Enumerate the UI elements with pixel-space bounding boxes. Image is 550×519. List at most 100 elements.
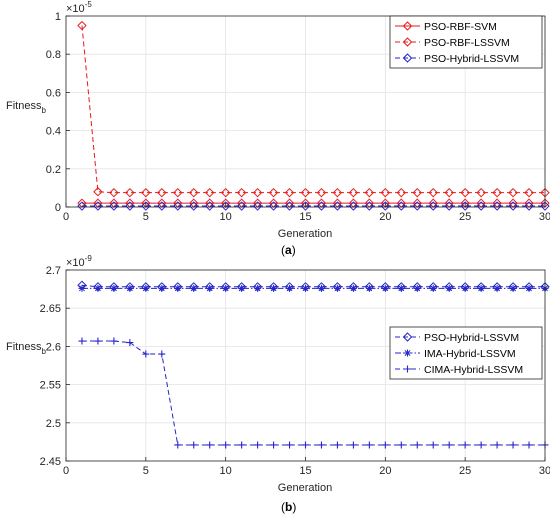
data-point (460, 201, 470, 211)
data-point (412, 201, 422, 211)
data-point (157, 201, 167, 211)
panel-a: 0 5 10 15 20 25 30 0 0.2 0.4 0.6 0.8 1 ×10-5 Fitness… (6, 0, 550, 257)
data-point (93, 201, 103, 211)
data-point (77, 20, 87, 31)
data-point (381, 284, 389, 292)
x-axis-label: Generation (278, 228, 332, 240)
y-tick-label: 2.45 (40, 456, 61, 468)
data-point (461, 284, 469, 292)
legend: PSO-Hybrid-LSSVM IMA-Hybrid-LSSVM CIMA-Hyb… (389, 326, 543, 380)
data-point (220, 187, 231, 198)
legend-marker (402, 37, 413, 47)
legend-item: PSO-RBF-SVM (395, 21, 497, 33)
panel-label: (a) (281, 243, 296, 257)
x-tick-label: 15 (299, 465, 311, 477)
data-point (461, 441, 469, 449)
data-point (525, 284, 533, 292)
data-point (141, 201, 151, 211)
data-point (317, 441, 325, 449)
series-ima-hybrid-lssvm (78, 284, 549, 292)
legend-item: PSO-RBF-LSSVM (395, 37, 510, 49)
data-point (365, 284, 373, 292)
x-tick-label: 25 (459, 211, 471, 223)
x-axis-label: Generation (278, 482, 332, 494)
x-tick-label: 25 (459, 465, 471, 477)
data-point (332, 201, 343, 211)
data-point (206, 441, 214, 449)
data-point (174, 284, 182, 292)
y-axis-label: Fitnessb (6, 341, 46, 356)
series-line (81, 284, 545, 288)
data-point (189, 201, 199, 211)
data-point (493, 284, 501, 292)
data-point (222, 441, 230, 449)
data-point (396, 201, 407, 211)
data-point (380, 187, 391, 198)
tick-labels: 0 5 10 15 20 25 30 2.45 2.5 2.55 2.6 2.65 2.7 (40, 265, 550, 477)
legend-label: CIMA-Hybrid-LSSVM (424, 364, 523, 376)
data-point (286, 284, 294, 292)
data-point (93, 187, 103, 197)
data-point (397, 441, 405, 449)
data-point (268, 187, 279, 198)
data-point (348, 201, 359, 211)
data-point (109, 187, 119, 198)
data-point (302, 441, 309, 449)
data-point (78, 337, 86, 345)
y-tick-label: 0.4 (46, 126, 61, 138)
legend-item: PSO-Hybrid-LSSVM (395, 53, 519, 65)
y-tick-label: 2.55 (40, 380, 61, 392)
data-point (190, 284, 198, 292)
data-point (492, 187, 502, 198)
data-point (238, 284, 246, 292)
data-point (220, 201, 231, 211)
data-point (238, 441, 246, 449)
panel-b: 0 5 10 15 20 25 302.452.52.552.62.652.7 ×10-9 … (6, 254, 550, 514)
data-point (316, 187, 327, 198)
data-point (300, 201, 311, 211)
data-point (268, 201, 279, 211)
data-point (477, 284, 485, 292)
data-point (252, 187, 263, 198)
data-point (397, 284, 405, 292)
y-tick-label: 1 (55, 11, 61, 23)
x-tick-label: 10 (220, 211, 232, 223)
data-point (142, 350, 150, 358)
data-point (125, 187, 135, 198)
y-tick-label: 0.2 (46, 164, 61, 176)
legend-marker (402, 21, 413, 31)
data-point (94, 337, 102, 345)
data-point (364, 187, 375, 198)
series-pso-hybrid-lssvm (77, 201, 550, 211)
data-point (492, 201, 502, 211)
data-point (508, 201, 518, 211)
series-line (81, 25, 545, 194)
data-point (509, 441, 517, 449)
x-tick-label: 10 (220, 465, 232, 477)
data-point (381, 441, 389, 449)
tick-labels: 0 5 10 15 20 25 30 0 0.2 0.4 0.6 0.8 1 (46, 11, 550, 223)
y-axis-label: Fitnessb (6, 100, 46, 115)
x-tick-label: 20 (379, 211, 391, 223)
series-group (77, 280, 550, 449)
data-point (412, 187, 422, 198)
x-tick-label: 30 (539, 211, 550, 223)
data-point (109, 201, 119, 211)
data-point (284, 187, 295, 198)
data-point (477, 441, 485, 449)
data-point (270, 441, 278, 449)
y-tick-label: 2.6 (46, 341, 61, 353)
data-point (126, 339, 134, 347)
y-tick-label: 0.8 (46, 49, 61, 61)
data-point (413, 441, 421, 449)
series-group (77, 20, 550, 211)
y-tick-label: 0.6 (46, 87, 61, 99)
legend-label: PSO-Hybrid-LSSVM (424, 53, 519, 65)
legend-marker (402, 53, 413, 63)
data-point (476, 201, 486, 211)
data-point (190, 441, 198, 449)
data-point (445, 284, 453, 292)
data-point (141, 187, 151, 198)
data-point (524, 187, 534, 198)
